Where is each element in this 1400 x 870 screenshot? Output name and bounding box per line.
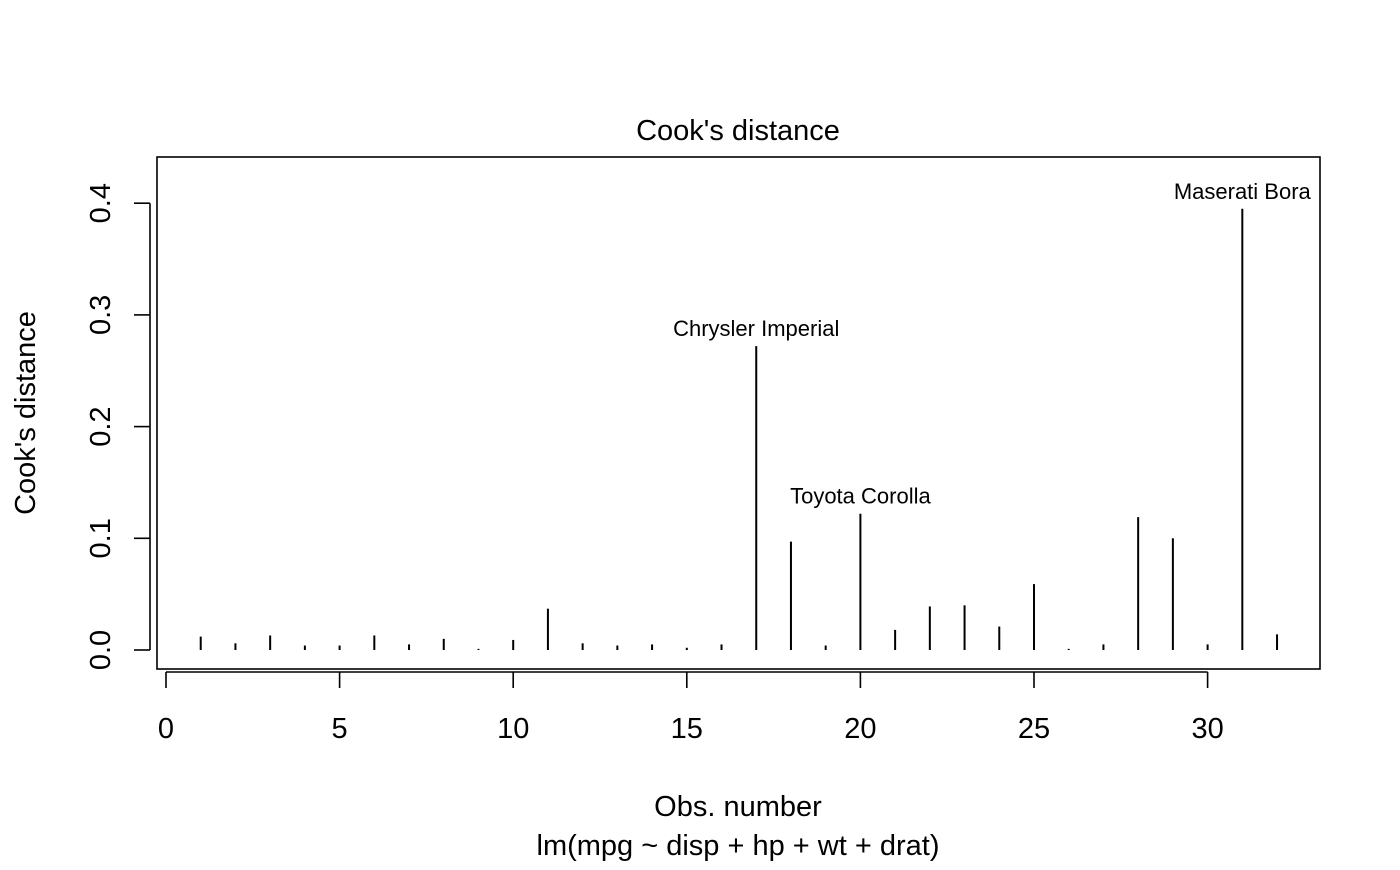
x-tick-label-15: 15 <box>671 713 703 745</box>
x-tick-label-10: 10 <box>497 713 529 745</box>
annotation-label-obs-31: Maserati Bora <box>1174 179 1312 204</box>
x-tick-label-5: 5 <box>332 713 348 745</box>
x-axis: 0 5 10 15 20 25 30 <box>158 671 1224 745</box>
chart-title: Cook's distance <box>636 115 840 147</box>
y-tick-label-1: 0.1 <box>85 518 117 558</box>
y-tick-label-2: 0.2 <box>85 406 117 446</box>
x-axis-label: Obs. number <box>654 791 822 823</box>
x-tick-label-30: 30 <box>1191 713 1223 745</box>
chart-subtitle: lm(mpg ~ disp + hp + wt + drat) <box>537 830 940 862</box>
annotation-label-obs-20: Toyota Corolla <box>790 484 931 509</box>
y-tick-label-0: 0.0 <box>85 630 117 670</box>
x-tick-label-25: 25 <box>1018 713 1050 745</box>
y-tick-label-4: 0.4 <box>85 183 117 223</box>
y-tick-label-3: 0.3 <box>85 295 117 335</box>
y-axis-label: Cook's distance <box>10 311 42 515</box>
y-axis: 0.0 0.1 0.2 0.3 0.4 <box>85 183 151 670</box>
x-tick-label-20: 20 <box>844 713 876 745</box>
annotation-layer: Chrysler Imperial Toyota Corolla Maserati … <box>673 179 1311 509</box>
spike-series <box>199 208 1279 650</box>
x-tick-label-0: 0 <box>158 713 174 745</box>
annotation-label-obs-17: Chrysler Imperial <box>673 316 839 341</box>
plot-box <box>156 156 1321 670</box>
